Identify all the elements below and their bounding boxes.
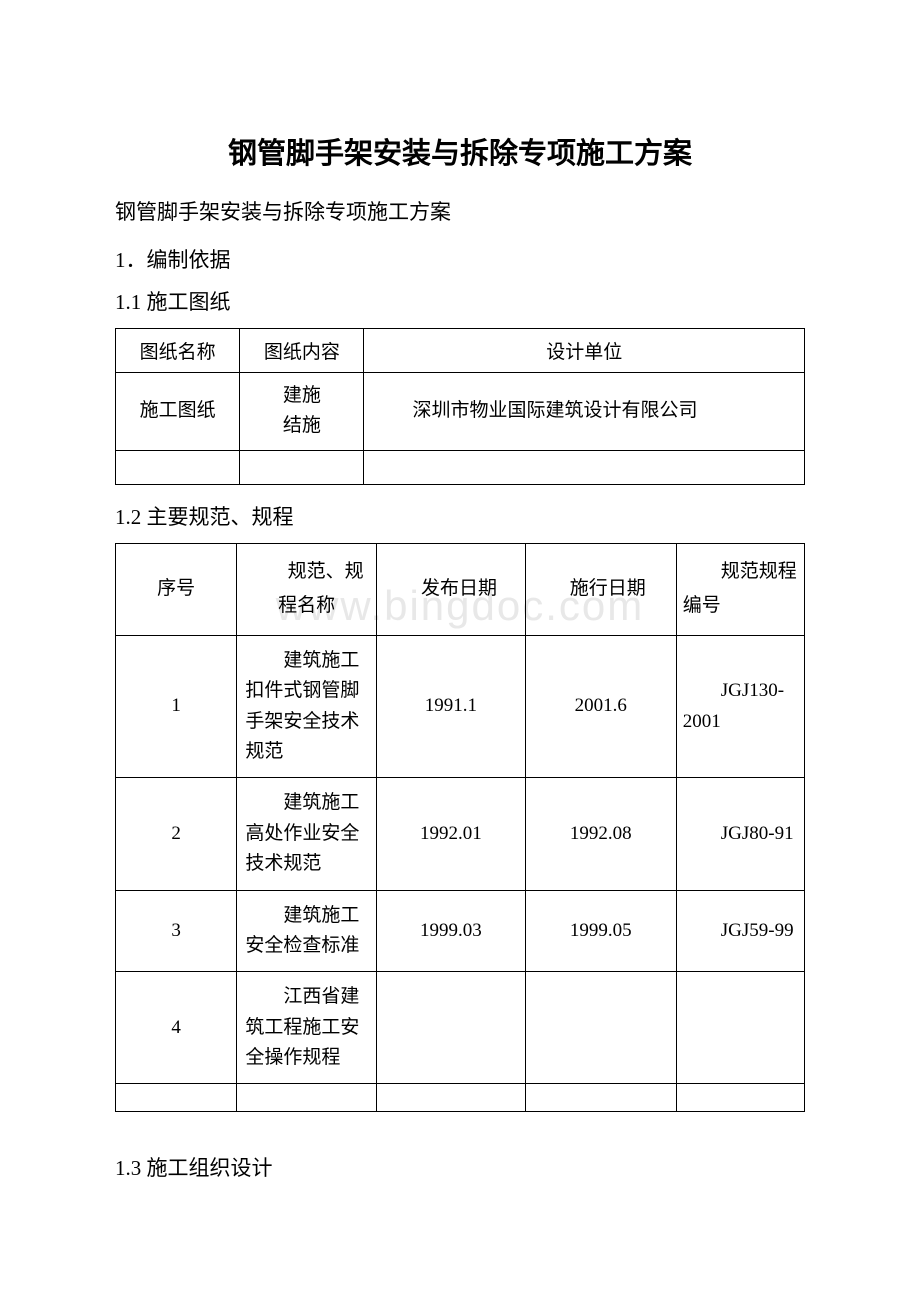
table-cell: [525, 1084, 676, 1112]
table-cell: 1999.05: [525, 890, 676, 972]
table-row: 1 建筑施工扣件式钢管脚手架安全技术规范 1991.1 2001.6 JGJ13…: [116, 635, 805, 778]
table-cell: 1992.08: [525, 778, 676, 890]
table-cell: [676, 1084, 804, 1112]
table-cell: 施工图纸: [116, 373, 240, 451]
drawings-table: 图纸名称 图纸内容 设计单位 施工图纸 建施 结施 深圳市物业国际建筑设计有限公…: [115, 328, 805, 485]
table-row: 4 江西省建筑工程施工安全操作规程: [116, 972, 805, 1084]
table-header-cell: 规范、规程名称: [237, 543, 377, 635]
document-content: 钢管脚手架安装与拆除专项施工方案 钢管脚手架安装与拆除专项施工方案 1．编制依据…: [115, 130, 805, 1182]
table-cell: [116, 450, 240, 484]
table-cell: 深圳市物业国际建筑设计有限公司: [364, 373, 805, 451]
document-subtitle: 钢管脚手架安装与拆除专项施工方案: [115, 196, 805, 226]
table-header-cell: 序号: [116, 543, 237, 635]
table-row: [116, 1084, 805, 1112]
table-cell: 4: [116, 972, 237, 1084]
table-header-row: 序号 规范、规程名称 发布日期 施行日期 规范规程编号: [116, 543, 805, 635]
table-cell: 建筑施工安全检查标准: [237, 890, 377, 972]
table-cell: [240, 450, 364, 484]
table-cell: [237, 1084, 377, 1112]
subsection-1-1: 1.1 施工图纸: [115, 286, 805, 316]
standards-table: 序号 规范、规程名称 发布日期 施行日期 规范规程编号 1 建筑施工扣件式钢管脚…: [115, 543, 805, 1113]
table-cell: 2: [116, 778, 237, 890]
table-cell: [676, 972, 804, 1084]
table-cell: 1: [116, 635, 237, 778]
section-1: 1．编制依据: [115, 244, 805, 274]
table-cell: 江西省建筑工程施工安全操作规程: [237, 972, 377, 1084]
table-header-cell: 图纸名称: [116, 329, 240, 373]
table-header-cell: 规范规程编号: [676, 543, 804, 635]
table-cell: 3: [116, 890, 237, 972]
table-cell: JGJ130-2001: [676, 635, 804, 778]
table-row: 3 建筑施工安全检查标准 1999.03 1999.05 JGJ59-99: [116, 890, 805, 972]
table-cell: [376, 972, 525, 1084]
document-title: 钢管脚手架安装与拆除专项施工方案: [115, 130, 805, 172]
table-cell: 1991.1: [376, 635, 525, 778]
subsection-1-3: 1.3 施工组织设计: [115, 1152, 805, 1182]
table-cell: [376, 1084, 525, 1112]
table-header-cell: 设计单位: [364, 329, 805, 373]
table-row: 施工图纸 建施 结施 深圳市物业国际建筑设计有限公司: [116, 373, 805, 451]
table-cell: [525, 972, 676, 1084]
table-cell: JGJ59-99: [676, 890, 804, 972]
table-cell: 1992.01: [376, 778, 525, 890]
subsection-1-2: 1.2 主要规范、规程: [115, 501, 805, 531]
table-row: [116, 450, 805, 484]
table-cell: 1999.03: [376, 890, 525, 972]
table-header-cell: 发布日期: [376, 543, 525, 635]
table-header-cell: 施行日期: [525, 543, 676, 635]
table-cell: [364, 450, 805, 484]
table-cell: 建筑施工扣件式钢管脚手架安全技术规范: [237, 635, 377, 778]
table-cell: 建施 结施: [240, 373, 364, 451]
table-cell: [116, 1084, 237, 1112]
table-header-row: 图纸名称 图纸内容 设计单位: [116, 329, 805, 373]
table-cell: JGJ80-91: [676, 778, 804, 890]
table-row: 2 建筑施工高处作业安全技术规范 1992.01 1992.08 JGJ80-9…: [116, 778, 805, 890]
table-header-cell: 图纸内容: [240, 329, 364, 373]
table-cell: 建筑施工高处作业安全技术规范: [237, 778, 377, 890]
table-cell: 2001.6: [525, 635, 676, 778]
